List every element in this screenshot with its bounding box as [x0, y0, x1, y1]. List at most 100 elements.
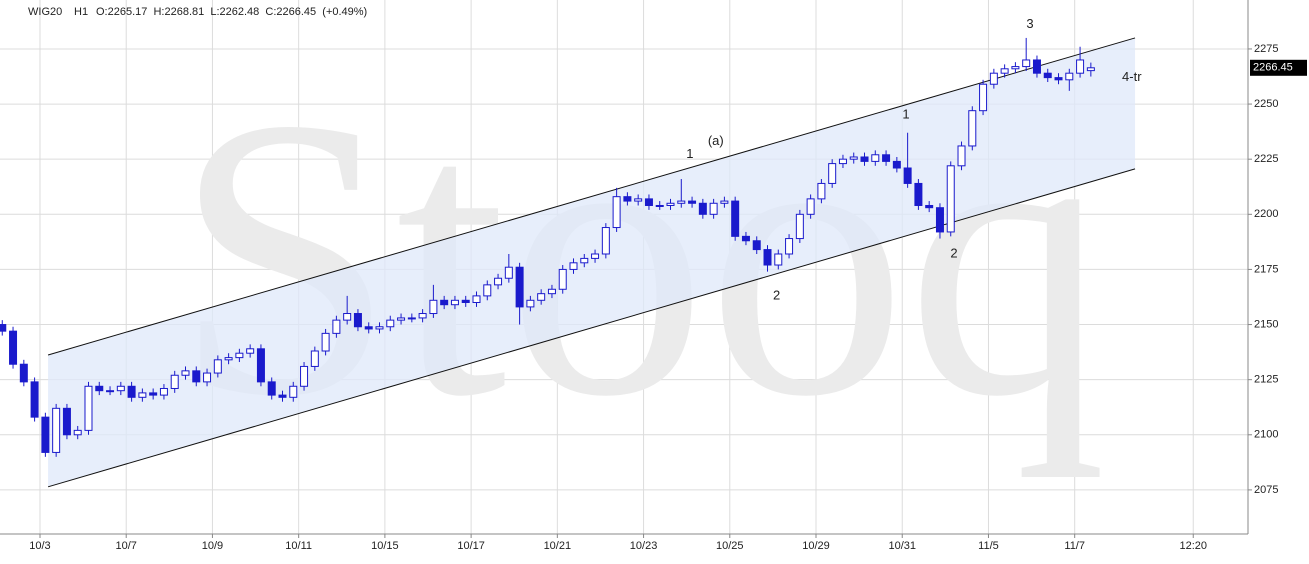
candle-body [450, 299, 459, 306]
candle-body [1086, 67, 1095, 72]
plot-layer [0, 37, 1136, 488]
candle-body [52, 407, 61, 453]
candle-body [752, 240, 761, 251]
candle-body [569, 262, 578, 270]
candle-body [62, 407, 71, 436]
candle-body [192, 370, 201, 383]
candle-body [116, 385, 125, 392]
candle-body [429, 299, 438, 315]
x-tick-label: 10/3 [29, 540, 50, 552]
y-tick-label: 2200 [1254, 208, 1278, 220]
x-tick-label: 10/23 [630, 540, 658, 552]
candle-body [149, 392, 158, 396]
candle-body [407, 317, 416, 320]
candle-body [838, 158, 847, 165]
candle-body [300, 365, 309, 387]
y-tick-label: 2250 [1254, 98, 1278, 110]
candle-body [558, 268, 567, 290]
candle-body [504, 266, 513, 279]
candle-body [472, 295, 481, 303]
annotation: 2 [950, 245, 957, 260]
annotation: 3 [1026, 16, 1033, 31]
candle-body [677, 200, 686, 204]
candle-body [1054, 77, 1063, 81]
candle-body [882, 154, 891, 162]
candle-body [397, 317, 406, 321]
x-tick-label: 10/25 [716, 540, 744, 552]
candle-body [785, 238, 794, 255]
candle-body [19, 363, 28, 383]
candle-body [644, 198, 653, 206]
candle-body [634, 198, 643, 202]
candle-body [591, 253, 600, 259]
candle-body [795, 213, 804, 240]
annotation: 1 [902, 107, 909, 122]
candle-body [224, 357, 233, 361]
candle-body [731, 200, 740, 237]
candle-body [278, 394, 287, 398]
x-tick-label: 10/17 [457, 540, 485, 552]
x-tick-label: 10/21 [544, 540, 572, 552]
candle-body [235, 352, 244, 359]
candle-body [601, 227, 610, 255]
candle-body [968, 110, 977, 147]
x-tick-label: 10/31 [888, 540, 916, 552]
candle-body [1022, 59, 1031, 68]
candle-body [709, 202, 718, 215]
channel-fill [48, 37, 1136, 487]
candle-body [9, 330, 18, 365]
last-price-label: 2266.45 [1253, 62, 1293, 74]
candle-body [817, 182, 826, 200]
candle-body [741, 235, 750, 242]
candle-body [935, 207, 944, 233]
candle-body [666, 202, 675, 206]
candle-body [871, 154, 880, 162]
candle-body [375, 326, 384, 330]
candle-body [547, 288, 556, 295]
candle-body [914, 182, 923, 206]
candle-body [332, 319, 341, 334]
x-tick-label: 10/11 [285, 540, 312, 552]
candle-body [203, 372, 212, 383]
candle-body [440, 299, 449, 306]
candle-body [989, 72, 998, 85]
candle-body [106, 390, 115, 393]
candle-body [483, 284, 492, 297]
candle-body [386, 319, 395, 328]
candle-body [860, 156, 869, 162]
y-tick-label: 2175 [1254, 263, 1278, 275]
candle-body [957, 145, 966, 167]
candle-body [1011, 66, 1020, 70]
x-tick-label: 12:20 [1179, 540, 1207, 552]
candle-body [1043, 72, 1052, 79]
y-tick-label: 2075 [1254, 484, 1278, 496]
y-tick-label: 2225 [1254, 153, 1278, 165]
channel-line [47, 37, 1136, 356]
annotation: 4-tr [1122, 69, 1142, 84]
candle-body [30, 381, 39, 418]
y-tick-label: 2125 [1254, 374, 1278, 386]
annotation: 1 [686, 146, 693, 161]
candle-body [181, 370, 190, 376]
y-tick-label: 2275 [1254, 43, 1278, 55]
candle-body [1000, 68, 1009, 74]
candle-body [494, 277, 503, 286]
candle-body [537, 293, 546, 301]
candle-body [1065, 72, 1074, 81]
candle-body [170, 374, 179, 389]
candle-body [343, 313, 352, 321]
last-price-box [1250, 59, 1307, 76]
candle-body [213, 359, 222, 374]
candle-body [580, 257, 589, 264]
y-tick-label: 2150 [1254, 318, 1278, 330]
x-tick-label: 10/15 [371, 540, 399, 552]
candle-body [461, 299, 470, 303]
candle-body [979, 83, 988, 112]
candle-body [267, 381, 276, 396]
candle-body [849, 156, 858, 160]
candle-body [655, 204, 664, 207]
x-tick-label: 11/5 [978, 540, 999, 552]
x-tick-label: 11/7 [1064, 540, 1085, 552]
candle-body [73, 429, 82, 436]
